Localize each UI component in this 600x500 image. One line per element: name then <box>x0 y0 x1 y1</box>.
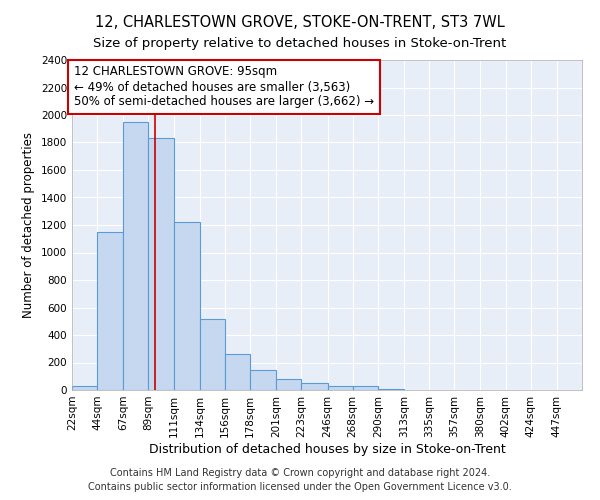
Bar <box>353 386 378 390</box>
Text: Contains HM Land Registry data © Crown copyright and database right 2024.
Contai: Contains HM Land Registry data © Crown c… <box>88 468 512 492</box>
X-axis label: Distribution of detached houses by size in Stoke-on-Trent: Distribution of detached houses by size … <box>149 442 505 456</box>
Text: 12 CHARLESTOWN GROVE: 95sqm
← 49% of detached houses are smaller (3,563)
50% of : 12 CHARLESTOWN GROVE: 95sqm ← 49% of det… <box>74 66 374 108</box>
Bar <box>328 386 353 390</box>
Bar <box>200 318 225 390</box>
Bar <box>173 222 200 390</box>
Text: Size of property relative to detached houses in Stoke-on-Trent: Size of property relative to detached ho… <box>94 38 506 51</box>
Bar <box>301 384 328 390</box>
Bar <box>276 379 301 390</box>
Bar <box>148 138 173 390</box>
Bar <box>124 122 148 390</box>
Bar <box>72 386 97 390</box>
Text: 12, CHARLESTOWN GROVE, STOKE-ON-TRENT, ST3 7WL: 12, CHARLESTOWN GROVE, STOKE-ON-TRENT, S… <box>95 15 505 30</box>
Bar <box>97 232 124 390</box>
Y-axis label: Number of detached properties: Number of detached properties <box>22 132 35 318</box>
Bar <box>225 354 250 390</box>
Bar <box>250 370 276 390</box>
Bar <box>378 389 404 390</box>
